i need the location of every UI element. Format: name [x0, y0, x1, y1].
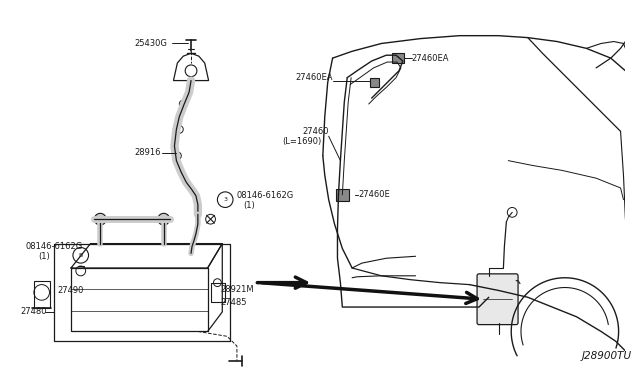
Text: 27490: 27490 — [58, 286, 84, 295]
Text: 27480: 27480 — [20, 307, 47, 317]
Bar — [34, 281, 49, 308]
Text: (L=1690): (L=1690) — [283, 137, 322, 145]
Text: 28921M: 28921M — [220, 285, 254, 294]
Text: 28916: 28916 — [134, 148, 161, 157]
Text: 3: 3 — [223, 197, 227, 202]
Text: 25430G: 25430G — [134, 39, 167, 48]
Circle shape — [158, 213, 170, 225]
Text: 27460EA: 27460EA — [295, 73, 333, 82]
Text: J28900TU: J28900TU — [582, 351, 632, 361]
Text: (1): (1) — [38, 252, 49, 261]
Text: 08146-6162G: 08146-6162G — [237, 191, 294, 200]
Text: 08146-6162G: 08146-6162G — [25, 242, 83, 251]
Text: 27485: 27485 — [220, 298, 247, 307]
Bar — [392, 53, 404, 63]
Text: (1): (1) — [243, 201, 255, 210]
Text: 27460EA: 27460EA — [412, 54, 449, 62]
Text: B: B — [79, 253, 83, 258]
Bar — [370, 78, 380, 87]
Circle shape — [95, 213, 106, 225]
Text: 27460E: 27460E — [358, 190, 390, 199]
Text: 27460: 27460 — [302, 127, 329, 136]
FancyBboxPatch shape — [477, 274, 518, 325]
Bar — [337, 189, 349, 201]
